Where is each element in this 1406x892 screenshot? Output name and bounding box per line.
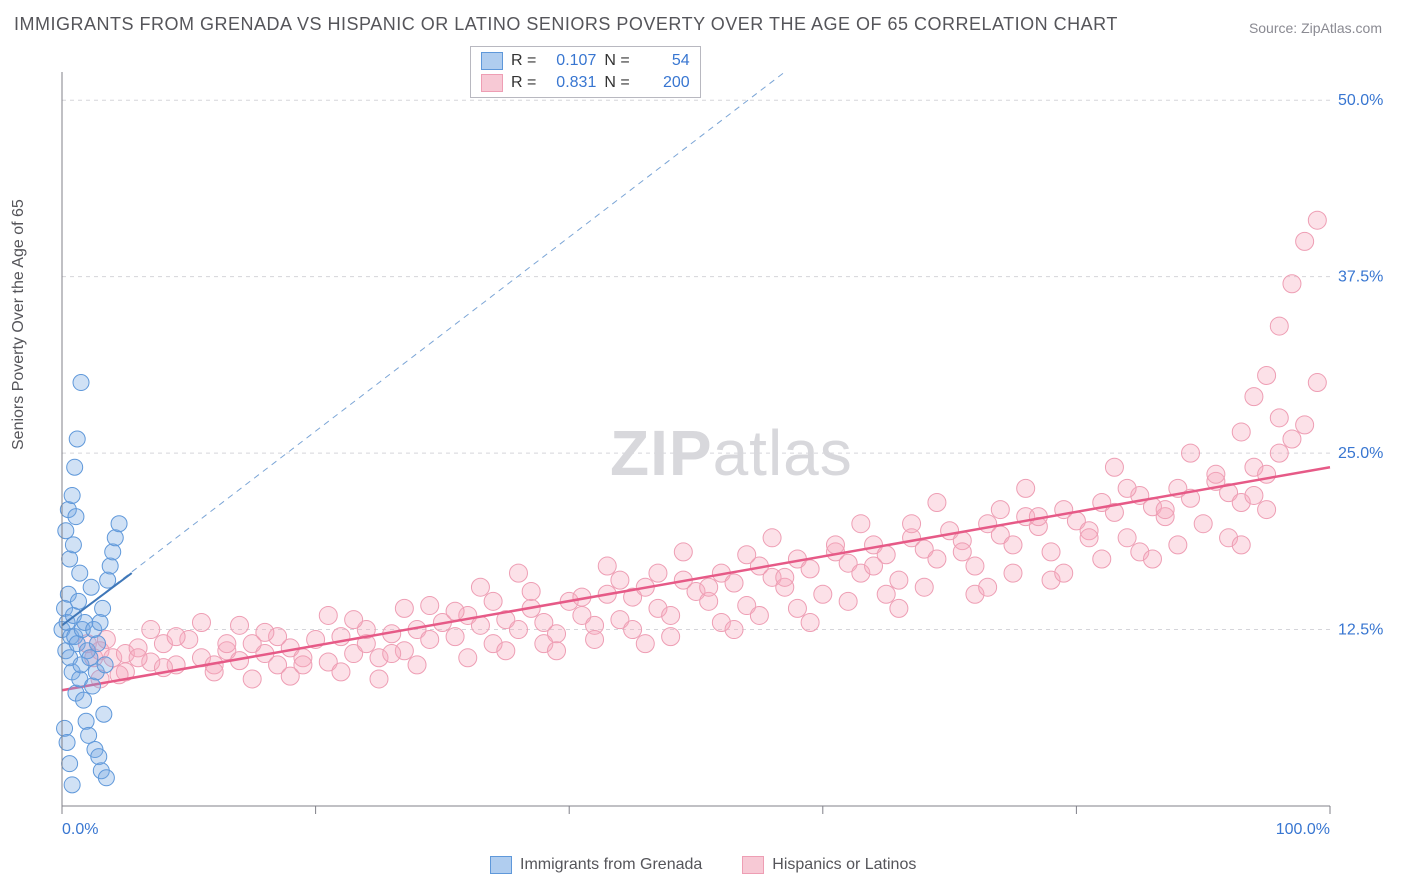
source-label: Source: ZipAtlas.com [1249,20,1382,36]
svg-text:0.0%: 0.0% [62,821,98,836]
n-value: 54 [638,50,690,72]
swatch-pink-icon [481,74,503,92]
svg-text:12.5%: 12.5% [1338,622,1383,639]
swatch-blue-icon [481,52,503,70]
legend-row-blue: R = 0.107 N = 54 [481,50,690,72]
svg-text:100.0%: 100.0% [1276,821,1330,836]
legend-item-blue: Immigrants from Grenada [490,856,702,874]
y-axis-label: Seniors Poverty Over the Age of 65 [10,199,28,450]
svg-text:25.0%: 25.0% [1338,445,1383,462]
swatch-blue-icon [490,856,512,874]
svg-text:37.5%: 37.5% [1338,269,1383,286]
legend-row-pink: R = 0.831 N = 200 [481,72,690,94]
scatter-plot: 12.5% 25.0% 37.5% 50.0% 0.0% 100.0% [50,46,1390,836]
r-label: R = [511,50,536,72]
legend-label: Hispanics or Latinos [772,856,916,874]
n-value: 200 [638,72,690,94]
legend-correlation-box: R = 0.107 N = 54 R = 0.831 N = 200 [470,46,701,98]
swatch-pink-icon [742,856,764,874]
chart-title: IMMIGRANTS FROM GRENADA VS HISPANIC OR L… [14,14,1118,35]
svg-text:50.0%: 50.0% [1338,92,1383,109]
legend-series: Immigrants from Grenada Hispanics or Lat… [490,856,916,874]
r-label: R = [511,72,536,94]
r-value: 0.107 [544,50,596,72]
chart-area: ZIPatlas R = 0.107 N = 54 R = 0.831 N = … [50,46,1390,836]
legend-item-pink: Hispanics or Latinos [742,856,916,874]
r-value: 0.831 [544,72,596,94]
n-label: N = [604,72,629,94]
n-label: N = [604,50,629,72]
legend-label: Immigrants from Grenada [520,856,702,874]
